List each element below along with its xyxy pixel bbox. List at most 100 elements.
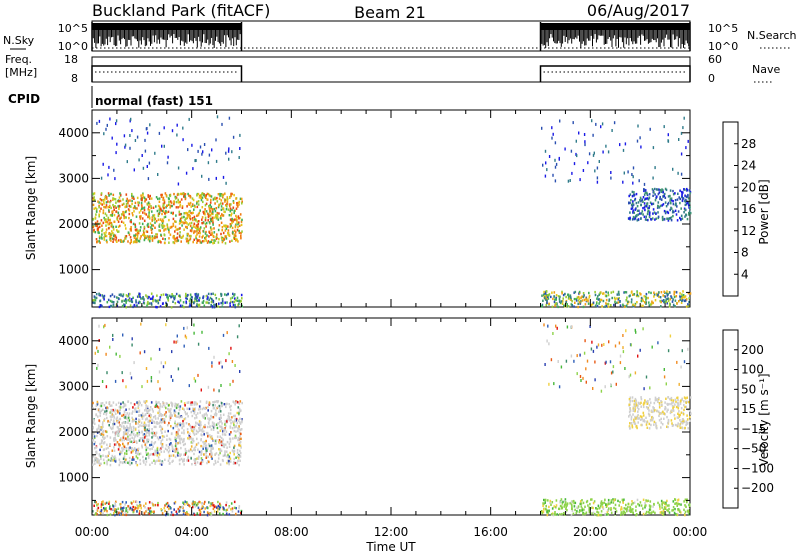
power-cell <box>199 194 201 198</box>
power-cell <box>552 173 554 177</box>
velocity-cell <box>156 448 159 451</box>
power-cell <box>205 239 207 242</box>
velocity-cell <box>629 413 631 416</box>
power-cell <box>151 235 154 238</box>
power-cell <box>97 231 99 234</box>
velocity-cell <box>690 412 692 415</box>
velocity-cell <box>629 409 632 412</box>
power-cell <box>196 225 199 228</box>
velocity-cell <box>545 507 547 511</box>
power-cell <box>226 200 229 204</box>
velocity-cell <box>672 409 675 412</box>
power-cell <box>663 299 665 302</box>
power-cell <box>110 233 113 236</box>
power-cell <box>553 300 556 304</box>
velocity-cell <box>157 417 159 420</box>
velocity-cell <box>166 510 169 514</box>
velocity-cell <box>680 503 682 506</box>
velocity-cell <box>196 457 198 460</box>
power-cell <box>574 290 577 294</box>
velocity-cell <box>183 463 185 466</box>
power-cell <box>643 198 646 201</box>
velocity-cell <box>145 451 147 454</box>
power-cell <box>167 155 169 159</box>
velocity-cell <box>239 459 241 462</box>
power-cell <box>619 143 621 147</box>
velocity-cell <box>117 507 120 510</box>
power-cell <box>677 210 680 213</box>
power-cell <box>207 161 210 165</box>
velocity-cell <box>190 457 192 460</box>
velocity-cell <box>628 509 630 512</box>
velocity-cell <box>180 437 183 440</box>
power-cell <box>128 292 131 296</box>
velocity-cell <box>549 499 552 503</box>
velocity-cell <box>198 420 201 423</box>
velocity-cell <box>95 404 98 407</box>
power-cell <box>681 192 683 196</box>
power-cell <box>116 218 119 221</box>
power-cell <box>92 225 95 229</box>
velocity-cell <box>200 388 202 392</box>
power-cell <box>114 198 117 201</box>
velocity-cell <box>175 340 177 344</box>
velocity-cell <box>590 498 592 501</box>
power-cell <box>679 298 681 301</box>
velocity-cell <box>181 422 184 426</box>
power-cell <box>130 219 132 222</box>
velocity-cell <box>161 438 164 441</box>
power-cell <box>228 116 231 120</box>
power-cell <box>176 232 179 235</box>
power-cell <box>230 203 232 206</box>
velocity-cell <box>651 419 654 422</box>
velocity-cell <box>160 463 163 466</box>
power-cell <box>241 230 243 233</box>
power-cell <box>148 211 150 214</box>
power-cell <box>612 290 615 294</box>
velocity-cell <box>122 442 124 446</box>
velocity-cell <box>143 512 146 515</box>
velocity-cell <box>96 458 99 461</box>
velocity-cell <box>686 422 689 425</box>
velocity-cell <box>106 371 108 375</box>
power-cell <box>225 237 228 240</box>
velocity-cell <box>212 447 214 450</box>
power-cell <box>165 301 167 305</box>
velocity-cell <box>151 436 153 439</box>
power-cell <box>137 231 140 235</box>
velocity-cell <box>200 450 203 453</box>
power-cell <box>572 121 574 125</box>
velocity-cell <box>129 434 131 437</box>
velocity-cell <box>219 441 221 445</box>
velocity-cell <box>239 370 241 373</box>
velocity-cell <box>170 408 172 411</box>
velocity-cell <box>649 419 652 422</box>
power-cell <box>165 206 167 209</box>
power-cell <box>112 304 114 307</box>
velocity-cell <box>113 456 115 459</box>
velocity-cell <box>234 417 237 421</box>
velocity-cell <box>146 379 149 383</box>
power-cell <box>134 223 136 226</box>
power-cell <box>102 211 105 215</box>
power-cell <box>175 220 177 223</box>
velocity-cell <box>644 501 646 505</box>
velocity-cell <box>143 400 145 403</box>
velocity-cell <box>147 454 150 458</box>
velocity-cell <box>168 421 170 425</box>
velocity-cell <box>144 413 147 416</box>
power-cell <box>598 293 600 296</box>
velocity-cell <box>124 461 127 464</box>
velocity-cell <box>125 385 127 389</box>
power-cell <box>185 225 187 229</box>
power-cell <box>114 177 116 181</box>
power-cell <box>605 294 608 298</box>
velocity-cell <box>191 401 194 404</box>
velocity-cell <box>109 513 112 516</box>
power-cell <box>121 304 124 308</box>
velocity-cell <box>545 504 547 508</box>
velocity-cell <box>229 405 231 409</box>
velocity-cell <box>165 323 167 327</box>
velocity-cell <box>221 365 223 369</box>
power-cell <box>117 225 120 228</box>
